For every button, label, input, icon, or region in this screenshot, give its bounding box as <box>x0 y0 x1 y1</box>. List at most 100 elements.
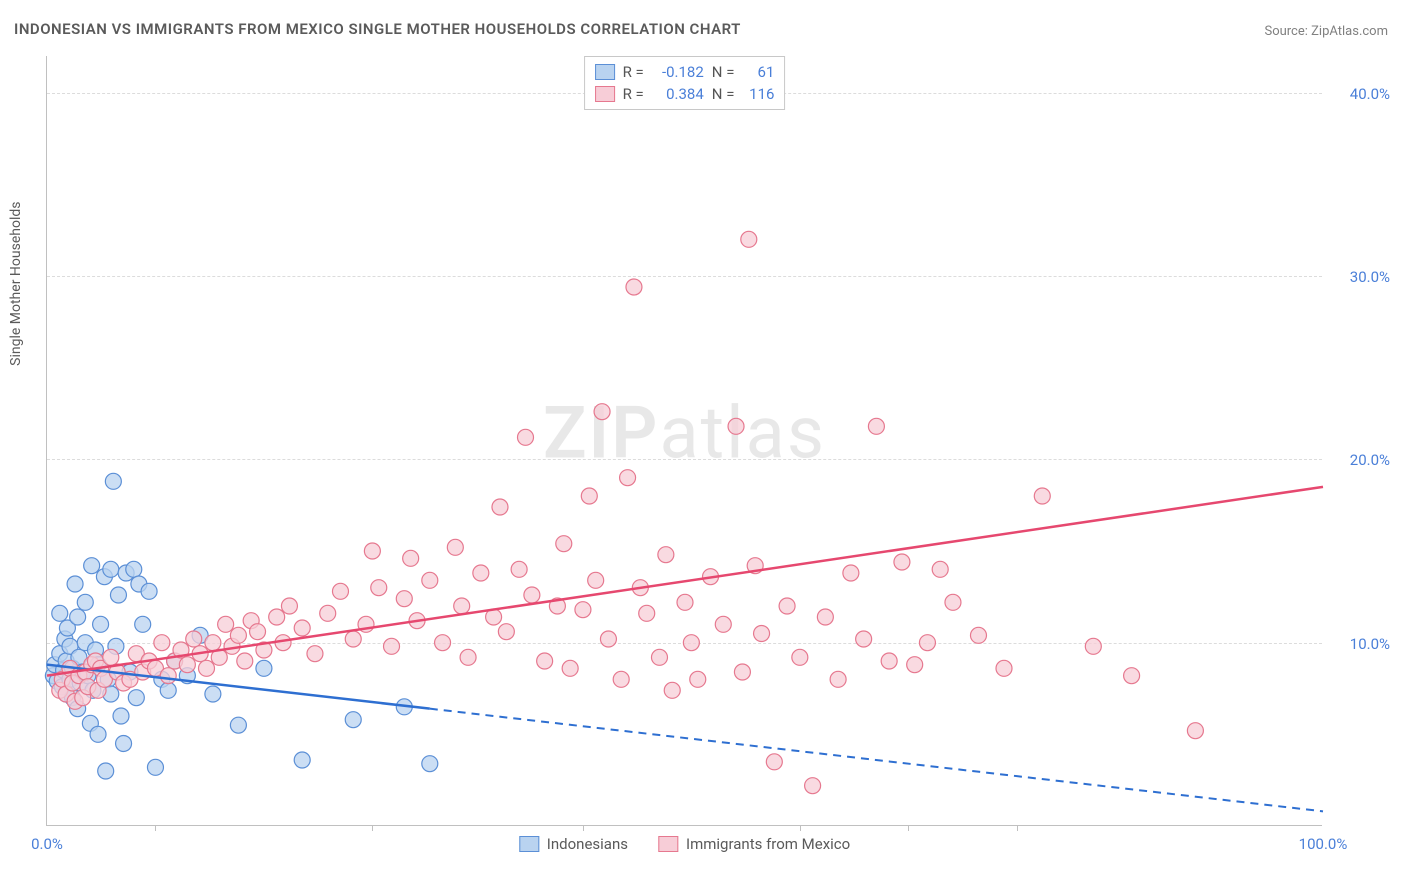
scatter-point <box>364 543 380 559</box>
y-tick-label: 20.0% <box>1330 451 1390 469</box>
scatter-point <box>435 635 451 651</box>
scatter-point <box>639 605 655 621</box>
scatter-point <box>996 660 1012 676</box>
plot-svg <box>47 56 1322 825</box>
scatter-point <box>77 594 93 610</box>
scatter-point <box>110 587 126 603</box>
source-attribution: Source: ZipAtlas.com <box>1264 24 1388 39</box>
y-axis-label: Single Mother Households <box>8 202 24 366</box>
scatter-point <box>518 429 534 445</box>
scatter-point <box>294 620 310 636</box>
scatter-point <box>135 616 151 632</box>
scatter-point <box>1187 723 1203 739</box>
scatter-point <box>537 653 553 669</box>
scatter-point <box>332 583 348 599</box>
y-tick-label: 40.0% <box>1330 85 1390 103</box>
scatter-point <box>160 668 176 684</box>
chart-title: INDONESIAN VS IMMIGRANTS FROM MEXICO SIN… <box>14 20 741 38</box>
scatter-point <box>90 726 106 742</box>
scatter-point <box>98 763 114 779</box>
legend-item-1: Immigrants from Mexico <box>658 835 850 853</box>
scatter-point <box>281 598 297 614</box>
scatter-point <box>868 418 884 434</box>
scatter-point <box>843 565 859 581</box>
legend-item-0: Indonesians <box>519 835 628 853</box>
scatter-point <box>93 616 109 632</box>
legend-label-1: Immigrants from Mexico <box>686 835 850 853</box>
scatter-point <box>894 554 910 570</box>
n-value-1: 116 <box>742 83 774 105</box>
y-tick-label: 30.0% <box>1330 268 1390 286</box>
stats-row-0: R = -0.182 N = 61 <box>595 61 775 83</box>
scatter-point <box>817 609 833 625</box>
scatter-point <box>492 499 508 515</box>
scatter-point <box>600 631 616 647</box>
scatter-point <box>613 671 629 687</box>
scatter-point <box>294 752 310 768</box>
scatter-point <box>52 605 68 621</box>
scatter-point <box>250 624 266 640</box>
scatter-point <box>154 635 170 651</box>
scatter-point <box>422 756 438 772</box>
scatter-point <box>345 631 361 647</box>
swatch-indonesians <box>595 64 615 80</box>
scatter-point <box>588 572 604 588</box>
scatter-point <box>524 587 540 603</box>
scatter-point <box>396 591 412 607</box>
scatter-point <box>447 539 463 555</box>
legend-swatch-mexico <box>658 836 678 852</box>
scatter-point <box>371 580 387 596</box>
scatter-point <box>179 657 195 673</box>
scatter-point <box>664 682 680 698</box>
scatter-point <box>113 708 129 724</box>
scatter-point <box>105 473 121 489</box>
scatter-point <box>779 598 795 614</box>
n-label-0: N = <box>712 61 735 83</box>
scatter-point <box>320 605 336 621</box>
scatter-point <box>186 631 202 647</box>
scatter-point <box>594 404 610 420</box>
scatter-point <box>658 547 674 563</box>
scatter-point <box>218 616 234 632</box>
scatter-point <box>160 682 176 698</box>
scatter-point <box>970 627 986 643</box>
plot-area: ZIPatlas 10.0%20.0%30.0%40.0% R = -0.182… <box>46 56 1322 826</box>
r-label-1: R = <box>623 83 644 105</box>
scatter-point <box>237 653 253 669</box>
scatter-point <box>932 561 948 577</box>
scatter-point <box>84 558 100 574</box>
r-value-0: -0.182 <box>652 61 704 83</box>
scatter-point <box>345 712 361 728</box>
y-tick-label: 10.0% <box>1330 635 1390 653</box>
scatter-point <box>230 627 246 643</box>
scatter-point <box>620 470 636 486</box>
scatter-point <box>498 624 514 640</box>
scatter-point <box>67 576 83 592</box>
scatter-point <box>741 231 757 247</box>
scatter-point <box>734 664 750 680</box>
n-value-0: 61 <box>742 61 774 83</box>
scatter-point <box>945 594 961 610</box>
scatter-point <box>1034 488 1050 504</box>
scatter-point <box>307 646 323 662</box>
scatter-point <box>70 609 86 625</box>
scatter-point <box>205 635 221 651</box>
scatter-point <box>651 649 667 665</box>
x-tick <box>583 825 584 831</box>
scatter-point <box>715 616 731 632</box>
stats-box: R = -0.182 N = 61 R = 0.384 N = 116 <box>584 56 786 110</box>
legend: Indonesians Immigrants from Mexico <box>519 835 850 853</box>
x-tick <box>1017 825 1018 831</box>
scatter-point <box>556 536 572 552</box>
scatter-point <box>116 736 132 752</box>
scatter-point <box>473 565 489 581</box>
scatter-point <box>454 598 470 614</box>
scatter-point <box>141 583 157 599</box>
legend-swatch-indonesians <box>519 836 539 852</box>
scatter-point <box>907 657 923 673</box>
scatter-point <box>856 631 872 647</box>
scatter-point <box>205 686 221 702</box>
regression-line-dashed <box>430 709 1323 812</box>
x-tick-label: 0.0% <box>31 835 63 853</box>
stats-row-1: R = 0.384 N = 116 <box>595 83 775 105</box>
